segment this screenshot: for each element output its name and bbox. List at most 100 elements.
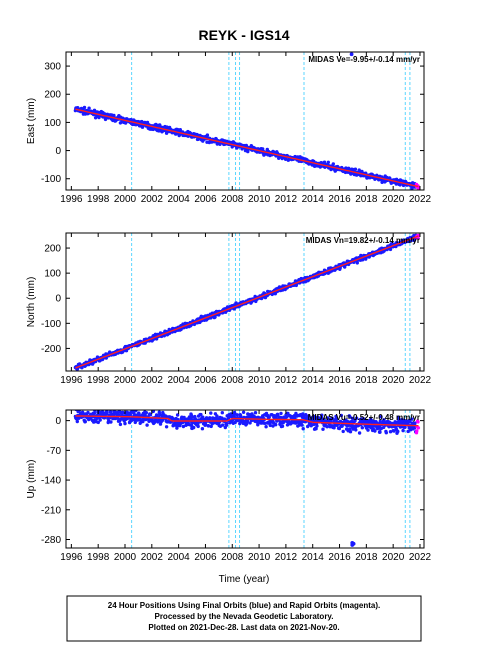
- x-tick-label: 2006: [194, 552, 217, 563]
- x-tick-label: 2008: [221, 375, 244, 386]
- plot-frame: [65, 51, 425, 191]
- figure-title: REYK - IGS14: [198, 27, 289, 43]
- x-tick-label: 2010: [248, 194, 271, 205]
- position-point: [245, 419, 250, 424]
- x-tick-label: 2010: [248, 552, 271, 563]
- position-point: [199, 412, 203, 417]
- position-point: [331, 162, 335, 166]
- position-point: [384, 431, 388, 435]
- position-point: [86, 410, 90, 415]
- x-tick-label: 2014: [302, 375, 325, 386]
- midas-velocity-label: MIDAS Vn=19.82+/-0.14 mm/yr: [306, 236, 420, 245]
- x-tick-label: 2012: [275, 552, 298, 563]
- position-point: [112, 113, 116, 118]
- outlier-point: [377, 430, 382, 434]
- position-point: [416, 186, 421, 190]
- position-point: [96, 420, 101, 425]
- plot-frame: [65, 232, 425, 372]
- position-point: [209, 411, 213, 415]
- position-point: [351, 416, 355, 421]
- y-tick-label: -140: [41, 476, 61, 487]
- x-tick-label: 2022: [409, 194, 432, 205]
- x-tick-label: 2008: [221, 552, 244, 563]
- x-tick-label: 2000: [114, 194, 137, 205]
- position-point: [123, 421, 127, 426]
- x-tick-label: 2012: [275, 375, 298, 386]
- position-point: [190, 415, 194, 419]
- position-point: [307, 414, 311, 418]
- position-point: [373, 429, 377, 433]
- x-tick-label: 2016: [328, 194, 351, 205]
- position-point: [403, 425, 407, 429]
- position-point: [406, 429, 410, 434]
- position-point: [392, 429, 396, 433]
- x-tick-label: 2004: [168, 194, 191, 205]
- position-point: [348, 427, 352, 431]
- position-point: [297, 423, 301, 427]
- x-tick-label: 2008: [221, 194, 244, 205]
- position-point: [416, 420, 420, 424]
- position-point: [220, 411, 224, 415]
- position-point: [267, 415, 271, 419]
- position-point: [388, 247, 393, 252]
- position-point: [334, 417, 338, 422]
- position-point: [206, 424, 211, 428]
- panel-east: 1996 1998 2000 2002 2004 2006 2008 2010 2012 2014…: [26, 51, 432, 205]
- position-point: [410, 417, 414, 421]
- position-point: [312, 422, 316, 427]
- position-point: [121, 411, 126, 415]
- position-point: [413, 421, 417, 425]
- outlier-point: [351, 541, 356, 546]
- x-tick-label: 2004: [168, 375, 191, 386]
- x-tick-label: 2006: [194, 375, 217, 386]
- position-point: [144, 411, 148, 415]
- x-tick-label: 1998: [87, 194, 110, 205]
- x-tick-label: 2014: [302, 552, 325, 563]
- x-tick-label: 1996: [60, 552, 83, 563]
- position-point: [321, 427, 325, 431]
- position-point: [325, 425, 329, 429]
- position-point: [175, 413, 180, 417]
- position-point: [181, 424, 186, 429]
- position-point: [341, 429, 345, 434]
- position-point: [175, 426, 179, 430]
- position-point: [164, 425, 169, 429]
- position-point: [162, 334, 166, 338]
- position-point: [339, 413, 343, 418]
- x-tick-label: 2020: [382, 194, 405, 205]
- position-point: [141, 419, 145, 424]
- position-point: [248, 421, 252, 425]
- x-tick-label: 2004: [168, 552, 191, 563]
- position-point: [301, 427, 305, 431]
- position-point: [109, 420, 113, 424]
- position-point: [353, 167, 358, 171]
- position-point: [175, 127, 180, 132]
- y-tick-label: -280: [41, 535, 61, 546]
- y-axis-label: Up (mm): [26, 460, 37, 499]
- position-point: [208, 416, 212, 420]
- x-tick-label: 2018: [355, 552, 378, 563]
- plot-area: [73, 410, 421, 548]
- position-point: [124, 121, 128, 125]
- x-tick-label: 2022: [409, 552, 432, 563]
- position-point: [235, 413, 239, 417]
- y-tick-label: -70: [47, 446, 62, 457]
- position-point: [92, 411, 97, 415]
- x-tick-label: 2012: [275, 194, 298, 205]
- x-tick-label: 2020: [382, 552, 405, 563]
- position-point: [416, 426, 421, 430]
- x-tick-label: 2002: [141, 375, 164, 386]
- position-point: [145, 423, 149, 427]
- position-point: [264, 425, 268, 429]
- position-point: [178, 128, 182, 132]
- position-point: [314, 427, 318, 431]
- midas-velocity-label: MIDAS Vu=-0.52+/-0.48 mm/yr: [308, 413, 420, 422]
- position-point: [83, 419, 88, 424]
- position-point: [276, 414, 280, 418]
- position-point: [108, 410, 113, 414]
- position-point: [355, 261, 359, 265]
- position-point: [279, 411, 283, 416]
- position-point: [401, 428, 405, 433]
- x-tick-label: 1998: [87, 375, 110, 386]
